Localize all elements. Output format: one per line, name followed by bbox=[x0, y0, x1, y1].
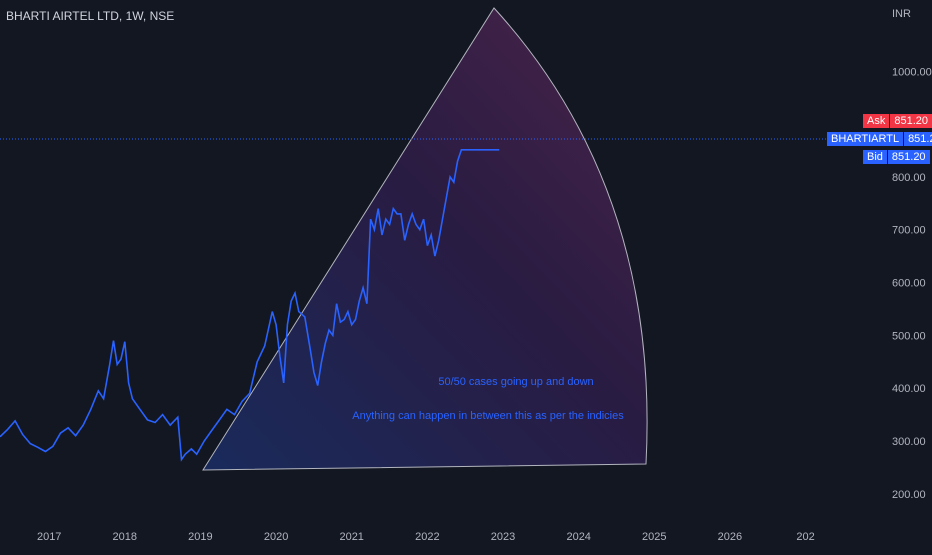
currency-label: INR bbox=[892, 8, 911, 20]
ask-price-tag: Ask 851.20 bbox=[863, 114, 932, 128]
ask-value: 851.20 bbox=[890, 114, 932, 128]
y-tick-label: 600.00 bbox=[892, 278, 926, 290]
y-tick-label: 500.00 bbox=[892, 330, 926, 342]
symbol-value: 851.20 bbox=[904, 132, 932, 146]
annotation-text-2: Anything can happen in between this as p… bbox=[352, 410, 624, 422]
x-tick-label: 2023 bbox=[491, 531, 515, 543]
y-tick-label: 300.00 bbox=[892, 436, 926, 448]
x-tick-label: 2026 bbox=[718, 531, 742, 543]
y-tick-label: 800.00 bbox=[892, 172, 926, 184]
symbol-price-tag: BHARTIARTL 851.20 bbox=[827, 132, 932, 146]
x-tick-label: 2025 bbox=[642, 531, 666, 543]
x-tick-label: 2017 bbox=[37, 531, 61, 543]
chart-title: BHARTI AIRTEL LTD, 1W, NSE bbox=[6, 9, 175, 23]
annotation-text-1: 50/50 cases going up and down bbox=[438, 376, 593, 388]
symbol-label: BHARTIARTL bbox=[827, 132, 904, 146]
ask-label: Ask bbox=[863, 114, 890, 128]
price-line-series[interactable] bbox=[0, 149, 500, 462]
x-tick-label: 2024 bbox=[566, 531, 590, 543]
y-tick-label: 400.00 bbox=[892, 383, 926, 395]
x-tick-label: 2022 bbox=[415, 531, 439, 543]
x-tick-label: 2019 bbox=[188, 531, 212, 543]
x-tick-label: 2018 bbox=[113, 531, 137, 543]
x-tick-label: 2021 bbox=[339, 531, 363, 543]
x-tick-label: 2020 bbox=[264, 531, 288, 543]
y-tick-label: 200.00 bbox=[892, 489, 926, 501]
bid-label: Bid bbox=[863, 150, 887, 164]
prediction-cone[interactable] bbox=[202, 7, 648, 471]
bid-value: 851.20 bbox=[887, 150, 930, 164]
bid-price-tag: Bid 851.20 bbox=[863, 150, 930, 164]
y-tick-label: 1000.00 bbox=[892, 66, 932, 78]
y-tick-label: 700.00 bbox=[892, 225, 926, 237]
x-tick-label: 202 bbox=[796, 531, 814, 543]
